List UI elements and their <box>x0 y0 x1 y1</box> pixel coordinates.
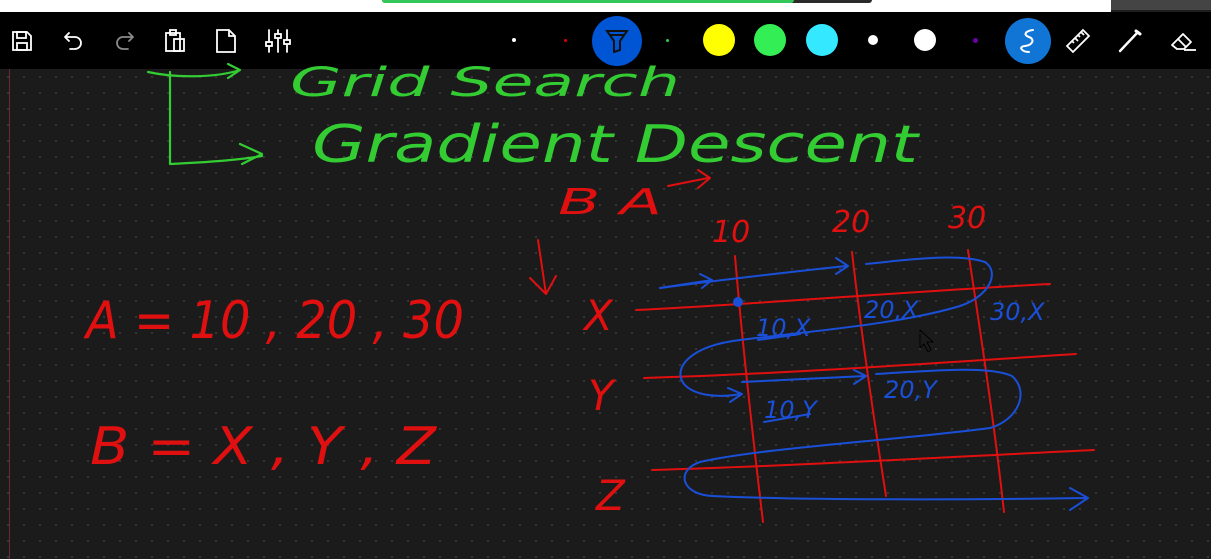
ruler-button[interactable] <box>1064 12 1092 69</box>
undo-icon <box>61 29 85 53</box>
green-tree-top-branch <box>146 62 242 80</box>
red-grid-row-y <box>643 353 1077 379</box>
red-text-a-definition: A = 10 , 20 , 30 <box>83 291 464 351</box>
red-col-10: 10 <box>712 215 750 250</box>
canvas-margin-line <box>9 69 10 559</box>
swatch-yellow[interactable] <box>703 24 735 56</box>
new-page-icon <box>215 28 237 54</box>
red-grid-col-2 <box>851 251 887 497</box>
new-page-button[interactable] <box>214 12 238 69</box>
red-grid-col-1 <box>734 255 764 523</box>
blue-traverse-loop-1 <box>679 256 993 403</box>
red-row-y: Y <box>588 371 617 420</box>
red-col-20: 20 <box>832 205 870 240</box>
green-tree-arrowhead <box>238 142 264 166</box>
red-grid-col-3 <box>967 249 1005 513</box>
progress-fill <box>382 0 794 3</box>
blue-traverse-start-arrow <box>659 273 713 289</box>
top-strip <box>0 0 1211 12</box>
red-row-z: Z <box>595 471 626 520</box>
green-ink: Grid Search Gradient Descent <box>146 60 920 175</box>
pen-icon <box>1116 27 1144 55</box>
pen-color-active-button[interactable] <box>591 12 643 69</box>
green-tree-stem <box>168 70 264 166</box>
blue-cell-30x: 30,X <box>990 298 1045 326</box>
green-text-grid-search: Grid Search <box>290 60 680 106</box>
blue-traverse-row-y <box>741 369 867 385</box>
blue-cell-10y: 10,Y <box>764 396 819 424</box>
red-grid-row-z <box>651 449 1095 471</box>
clipboard-button[interactable] <box>162 12 188 69</box>
eraser-button[interactable] <box>1168 12 1198 69</box>
swatch-green[interactable] <box>754 24 786 56</box>
settings-sliders-icon <box>264 28 292 54</box>
pen-button[interactable] <box>1116 12 1144 69</box>
red-col-30: 30 <box>948 201 986 236</box>
progress-bar <box>382 0 872 3</box>
settings-button[interactable] <box>264 12 292 69</box>
filter-funnel-icon <box>604 28 630 54</box>
red-row-x: X <box>582 291 614 340</box>
blue-underline-10y <box>763 413 811 423</box>
blue-traverse-loop-2 <box>683 368 1089 511</box>
red-text-b-a-header: B A <box>558 182 662 223</box>
blue-ink: 10,X 20,X 30,X 10,Y 20,Y <box>659 256 1089 511</box>
swatch-white-medium[interactable] <box>868 35 878 45</box>
blue-underline-10x <box>757 333 801 341</box>
mouse-cursor-icon <box>919 329 934 353</box>
whiteboard-toolbar <box>0 12 1211 69</box>
redo-icon <box>113 29 137 53</box>
swatch-white-large[interactable] <box>914 29 936 51</box>
highlighter-icon <box>1017 27 1039 55</box>
red-grid-row-x <box>635 283 1051 311</box>
undo-button[interactable] <box>60 12 86 69</box>
swatch-purple-small[interactable] <box>973 38 978 43</box>
highlighter-active-circle <box>1005 17 1051 64</box>
blue-cell-20x: 20,X <box>864 296 919 324</box>
whiteboard-canvas[interactable] <box>0 69 1211 559</box>
save-icon <box>10 29 34 53</box>
blue-cell-10x: 10,X <box>756 314 811 342</box>
red-arrow-right <box>667 169 711 189</box>
blue-cell-20y: 20,Y <box>884 376 939 404</box>
redo-button[interactable] <box>112 12 138 69</box>
highlighter-button[interactable] <box>1004 12 1052 69</box>
swatch-green-small[interactable] <box>666 39 669 42</box>
save-button[interactable] <box>8 12 36 69</box>
red-ink: A = 10 , 20 , 30 B = X , Y , Z B A 10 20… <box>83 169 1095 523</box>
active-pen-circle <box>592 15 642 66</box>
ruler-icon <box>1064 27 1092 55</box>
blue-dot-marker <box>733 297 743 307</box>
clipboard-icon <box>163 28 187 54</box>
green-text-gradient-descent: Gradient Descent <box>312 115 920 175</box>
swatch-white-small[interactable] <box>512 38 516 42</box>
red-text-b-definition: B = X , Y , Z <box>90 417 438 477</box>
swatch-cyan[interactable] <box>806 24 838 56</box>
swatch-red-small[interactable] <box>564 39 567 42</box>
eraser-icon <box>1168 28 1198 54</box>
red-arrow-down <box>529 239 557 295</box>
